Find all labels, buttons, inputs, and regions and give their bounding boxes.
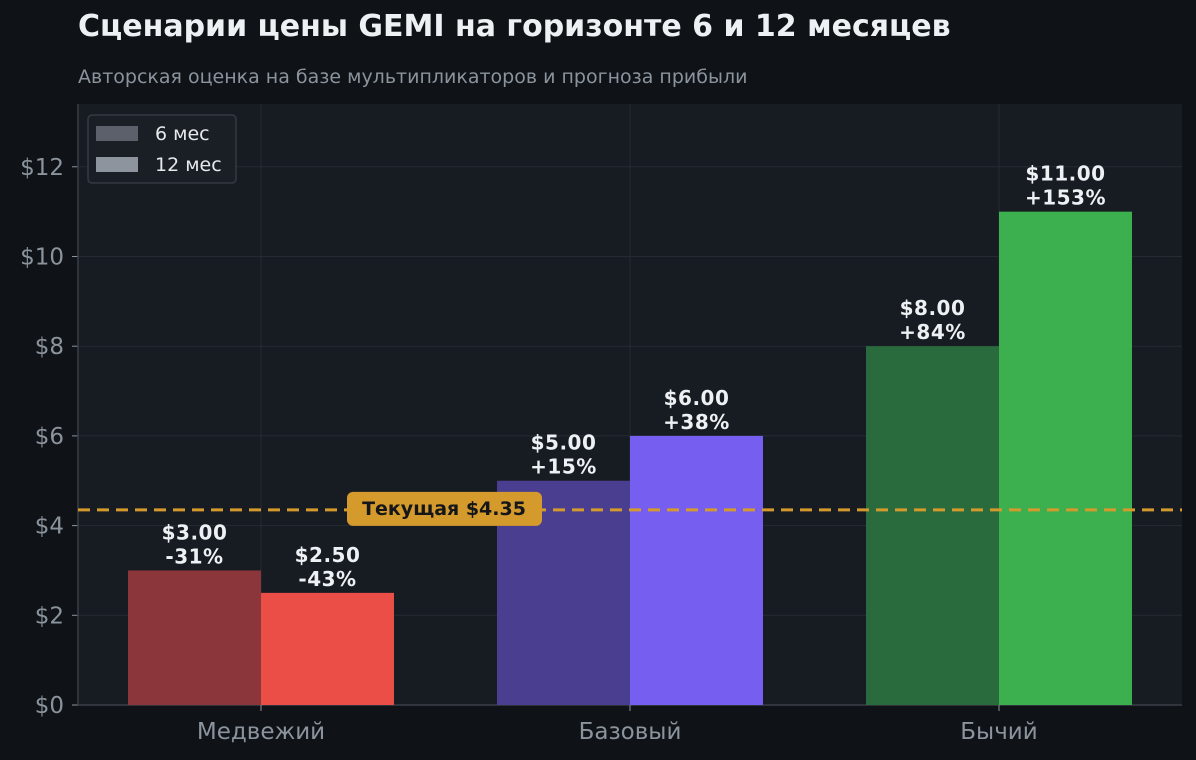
bar (866, 346, 999, 705)
bar (630, 435, 763, 705)
bar-change-label: +153% (1025, 186, 1106, 210)
bar-change-label: +84% (899, 320, 966, 344)
bar (999, 211, 1132, 705)
y-tick-label: $2 (35, 603, 64, 629)
legend-label: 12 мес (155, 154, 222, 176)
bar-value-label: $11.00 (1025, 162, 1105, 186)
legend-label: 6 мес (155, 123, 210, 145)
legend-swatch (96, 157, 138, 172)
y-tick-label: $10 (20, 244, 64, 270)
legend-swatch (96, 126, 138, 141)
bar-change-label: +38% (663, 410, 730, 434)
chart-title: Сценарии цены GEMI на горизонте 6 и 12 м… (78, 9, 951, 44)
x-tick-label: Медвежий (197, 719, 325, 745)
y-tick-label: $8 (35, 334, 64, 360)
x-tick-label: Базовый (579, 719, 682, 745)
bar-value-label: $2.50 (295, 543, 361, 567)
y-tick-label: $6 (35, 424, 64, 450)
current-price-label: Текущая $4.35 (362, 498, 526, 520)
chart-subtitle: Авторская оценка на базе мультипликаторо… (78, 66, 748, 88)
bar (261, 592, 394, 705)
y-tick-label: $12 (20, 155, 64, 181)
bar-change-label: -43% (298, 567, 356, 591)
y-tick-label: $0 (35, 693, 64, 719)
current-price-badge (347, 491, 542, 526)
bar-change-label: -31% (165, 544, 223, 568)
y-tick-label: $4 (35, 514, 64, 540)
bar-value-label: $5.00 (531, 431, 597, 455)
bar-value-label: $8.00 (900, 296, 966, 320)
x-tick-label: Бычий (960, 719, 1037, 745)
bar-value-label: $6.00 (664, 386, 730, 410)
bar (128, 570, 261, 705)
bar-value-label: $3.00 (162, 520, 228, 544)
bar-change-label: +15% (530, 455, 597, 479)
